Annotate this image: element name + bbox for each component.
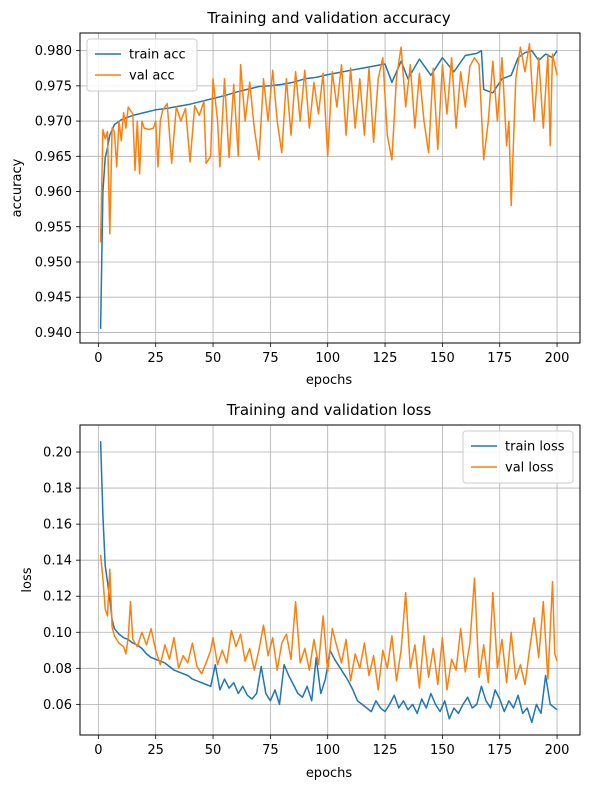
- x-tick-label: 150: [430, 351, 455, 366]
- x-tick-label: 75: [262, 743, 279, 758]
- legend: train acc val acc: [86, 38, 198, 92]
- x-tick-label: 175: [487, 351, 512, 366]
- legend-label: val loss: [505, 461, 554, 476]
- x-tick-label: 50: [205, 351, 222, 366]
- legend-label: train loss: [505, 440, 565, 455]
- x-tick-label: 0: [94, 351, 102, 366]
- plot-frame: [79, 32, 581, 344]
- x-tick-label: 25: [147, 743, 164, 758]
- x-ticks: 0 25 50 75 100 125 150 175 200: [94, 735, 569, 758]
- y-tick-label: 0.16: [43, 518, 72, 533]
- x-ticks: 0 25 50 75 100 125 150 175 200: [94, 343, 569, 366]
- y-axis-label: accuracy: [10, 158, 25, 217]
- y-tick-label: 0.975: [35, 79, 72, 94]
- y-tick-label: 0.12: [43, 590, 72, 605]
- x-tick-label: 175: [487, 743, 512, 758]
- x-tick-label: 0: [94, 743, 102, 758]
- legend: train loss val loss: [462, 430, 574, 484]
- val-acc-line: [99, 42, 558, 243]
- y-tick-label: 0.945: [35, 291, 72, 306]
- x-tick-label: 200: [545, 743, 570, 758]
- y-tick-label: 0.955: [35, 220, 72, 235]
- accuracy-chart: Training and validation accuracy 0 25 50 75…: [10, 9, 581, 388]
- y-ticks: 0.06 0.08 0.10 0.12 0.14 0.16 0.18 0.20: [43, 446, 80, 713]
- legend-box: [86, 38, 198, 92]
- series-lines: [99, 42, 558, 329]
- x-tick-label: 200: [545, 351, 570, 366]
- x-tick-label: 75: [262, 351, 279, 366]
- y-tick-label: 0.06: [43, 698, 72, 713]
- y-tick-label: 0.950: [35, 255, 72, 270]
- plot-frame: [79, 424, 581, 736]
- legend-label: train acc: [129, 48, 186, 63]
- legend-box: [462, 430, 574, 484]
- x-tick-label: 125: [373, 743, 398, 758]
- chart-title: Training and validation accuracy: [206, 9, 450, 27]
- y-ticks: 0.940 0.945 0.950 0.955 0.960 0.965 0.970 0.975…: [35, 44, 80, 341]
- series-lines: [99, 441, 558, 724]
- train-loss-line: [99, 441, 558, 724]
- legend-label: val acc: [129, 69, 175, 84]
- y-tick-label: 0.18: [43, 482, 72, 497]
- y-tick-label: 0.970: [35, 115, 72, 130]
- x-tick-label: 25: [147, 351, 164, 366]
- train-acc-line: [99, 49, 558, 329]
- x-axis-label: epochs: [306, 373, 353, 388]
- val-loss-line: [99, 554, 558, 691]
- x-tick-label: 150: [430, 743, 455, 758]
- y-tick-label: 0.960: [35, 185, 72, 200]
- x-axis-label: epochs: [306, 766, 353, 781]
- y-tick-label: 0.10: [43, 626, 72, 641]
- y-tick-label: 0.965: [35, 150, 72, 165]
- x-tick-label: 50: [205, 743, 222, 758]
- y-axis-label: loss: [20, 567, 35, 592]
- x-tick-label: 100: [315, 351, 340, 366]
- x-tick-label: 100: [315, 743, 340, 758]
- y-tick-label: 0.08: [43, 662, 72, 677]
- loss-chart: Training and validation loss 0 25 50 75 100 1…: [20, 401, 581, 781]
- chart-title: Training and validation loss: [226, 401, 432, 419]
- grid: [80, 425, 580, 735]
- y-tick-label: 0.14: [43, 554, 72, 569]
- y-tick-label: 0.980: [35, 44, 72, 59]
- x-tick-label: 125: [373, 351, 398, 366]
- y-tick-label: 0.20: [43, 446, 72, 461]
- y-tick-label: 0.940: [35, 326, 72, 341]
